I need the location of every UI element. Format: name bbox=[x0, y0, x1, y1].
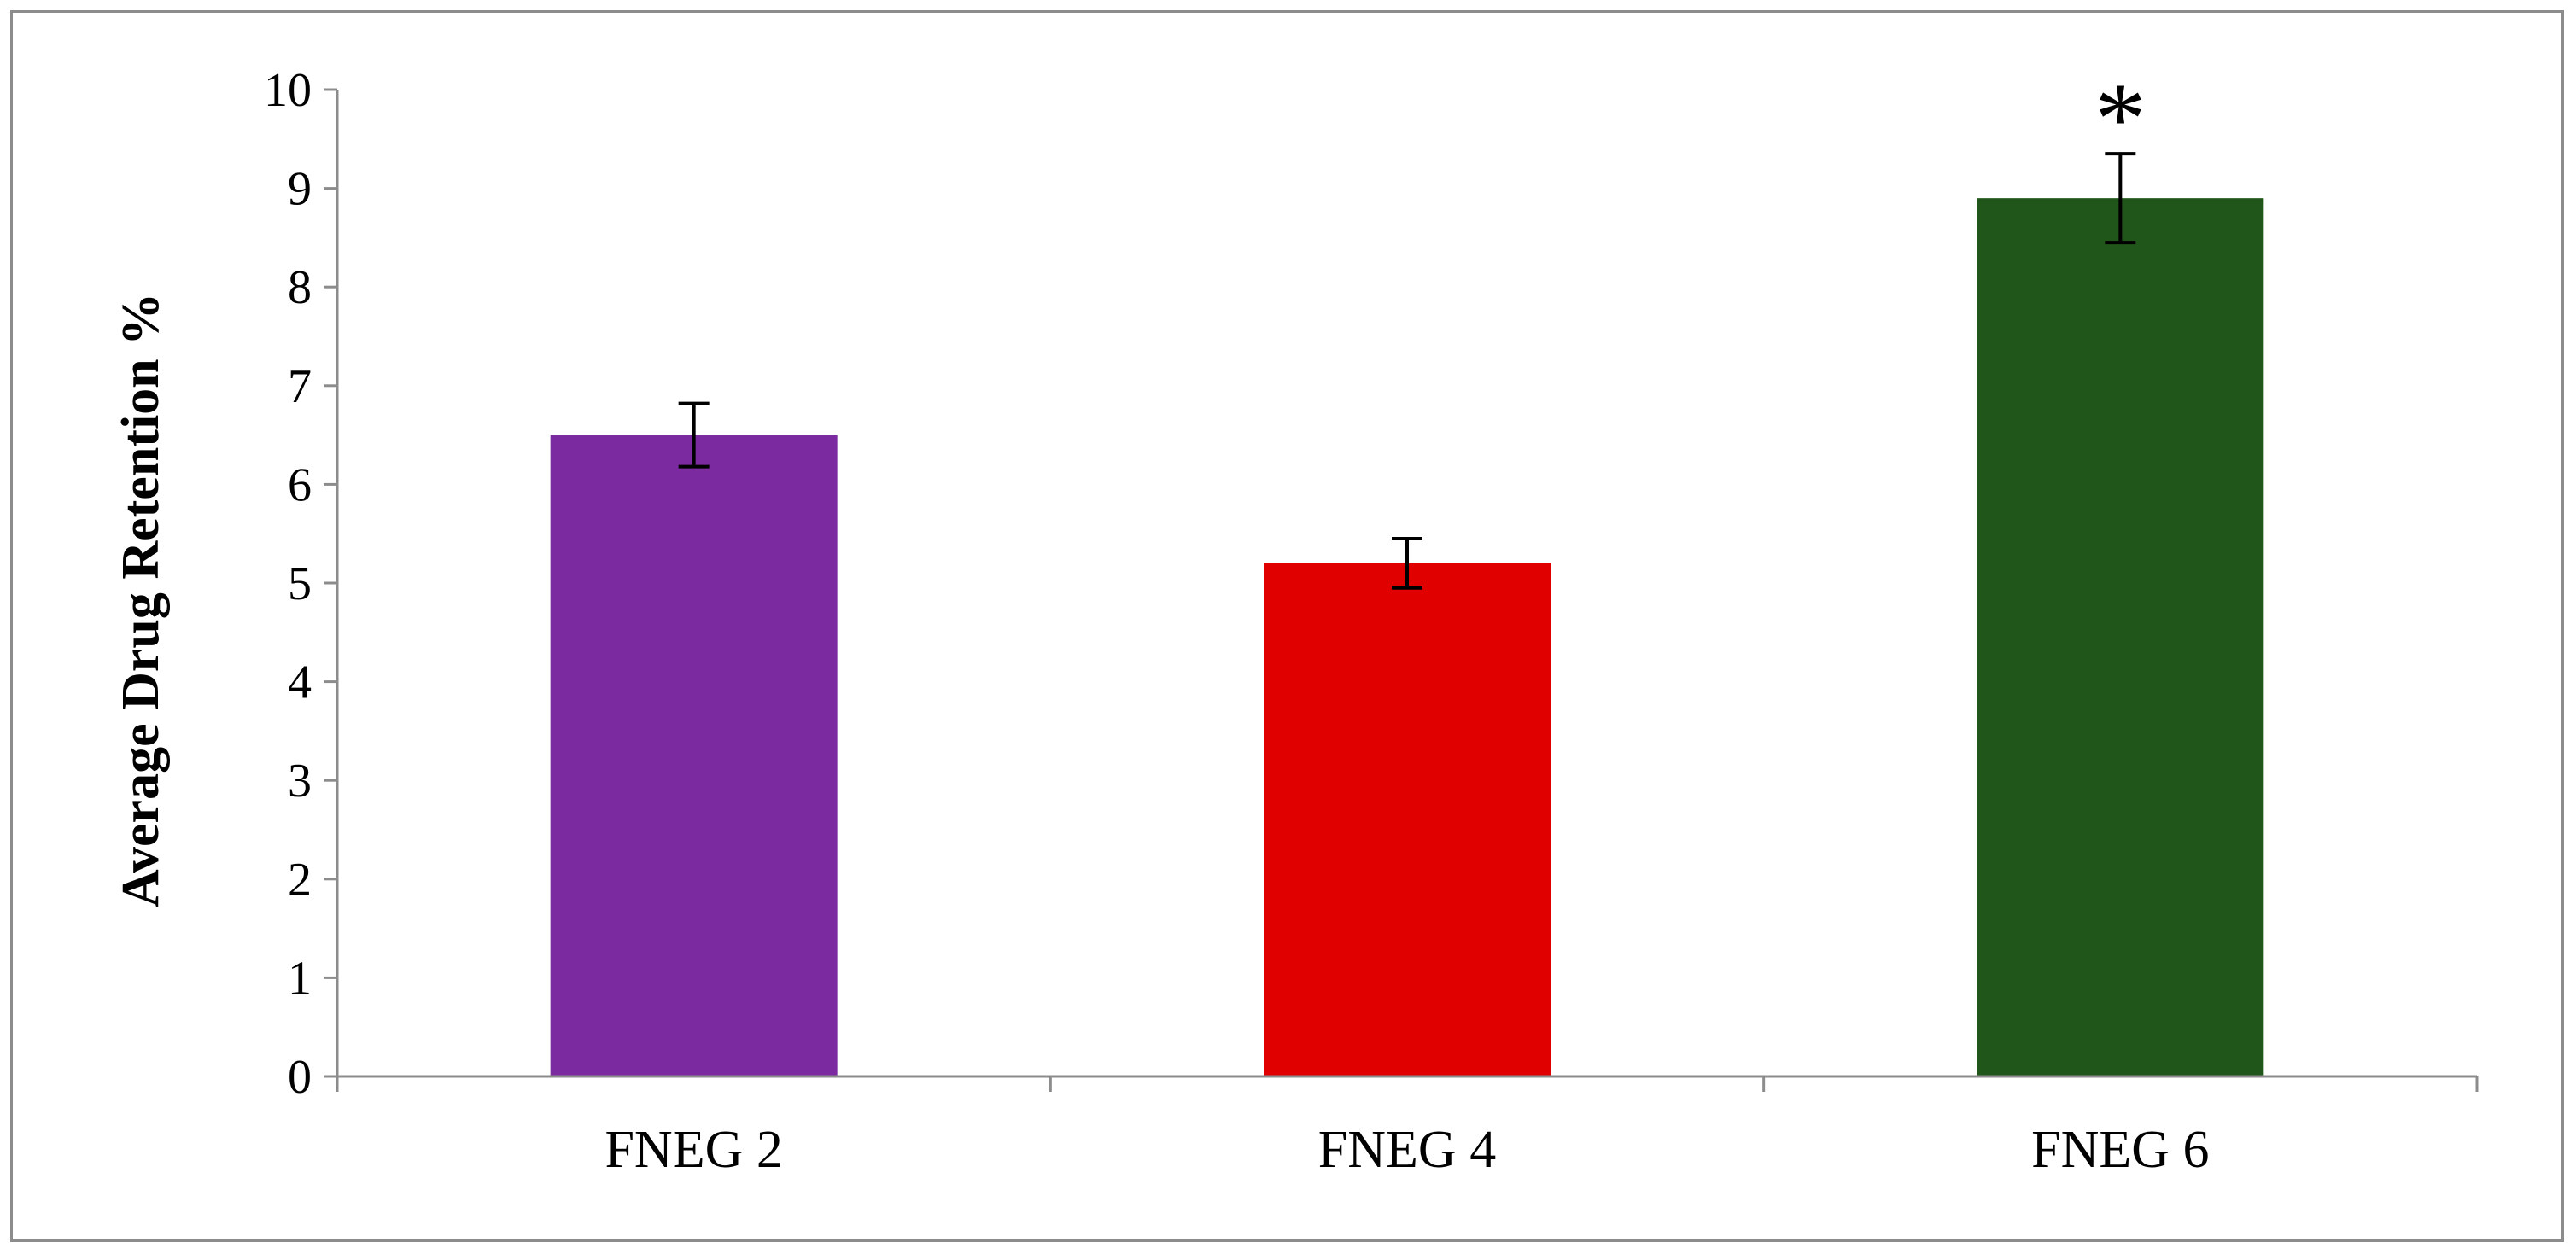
x-tick-label: FNEG 2 bbox=[605, 1121, 782, 1179]
bars-layer bbox=[550, 198, 2264, 1077]
error-bar-fneg-4 bbox=[1392, 536, 1422, 590]
error-bar-fneg-6 bbox=[2105, 152, 2136, 245]
x-tick-label: FNEG 4 bbox=[1318, 1121, 1496, 1179]
y-tick-label: 2 bbox=[288, 854, 312, 907]
y-tick-label: 1 bbox=[288, 952, 312, 1005]
significance-marker: * bbox=[2094, 61, 2146, 175]
labels-layer: 0 1 2 3 4 5 6 7 8 9 10 FNEG 2 FNEG 4 FNEG 6 Average Dr… bbox=[112, 61, 2210, 1179]
x-tick-label: FNEG 6 bbox=[2031, 1121, 2209, 1179]
errorbars-layer bbox=[678, 152, 2136, 590]
chart-frame: 0 1 2 3 4 5 6 7 8 9 10 FNEG 2 FNEG 4 FNEG 6 Average Dr… bbox=[10, 10, 2564, 1242]
y-tick-label: 9 bbox=[288, 163, 312, 216]
bar-fneg-6 bbox=[1977, 198, 2264, 1076]
y-tick-label: 4 bbox=[288, 656, 312, 709]
bar-chart: 0 1 2 3 4 5 6 7 8 9 10 FNEG 2 FNEG 4 FNEG 6 Average Dr… bbox=[112, 61, 2479, 1179]
y-tick-label: 7 bbox=[288, 360, 312, 413]
bar-fneg-2 bbox=[550, 435, 838, 1077]
y-tick-label: 3 bbox=[288, 755, 312, 808]
bar-fneg-4 bbox=[1264, 563, 1551, 1076]
y-tick-label: 0 bbox=[288, 1051, 312, 1104]
y-axis-title: Average Drug Retention % bbox=[112, 293, 170, 907]
y-tick-label: 10 bbox=[264, 64, 312, 117]
y-tick-label: 5 bbox=[288, 557, 312, 610]
y-tick-label: 6 bbox=[288, 458, 312, 511]
axes-layer bbox=[324, 88, 2479, 1092]
error-bar-fneg-2 bbox=[678, 401, 710, 469]
y-tick-label: 8 bbox=[288, 261, 312, 314]
